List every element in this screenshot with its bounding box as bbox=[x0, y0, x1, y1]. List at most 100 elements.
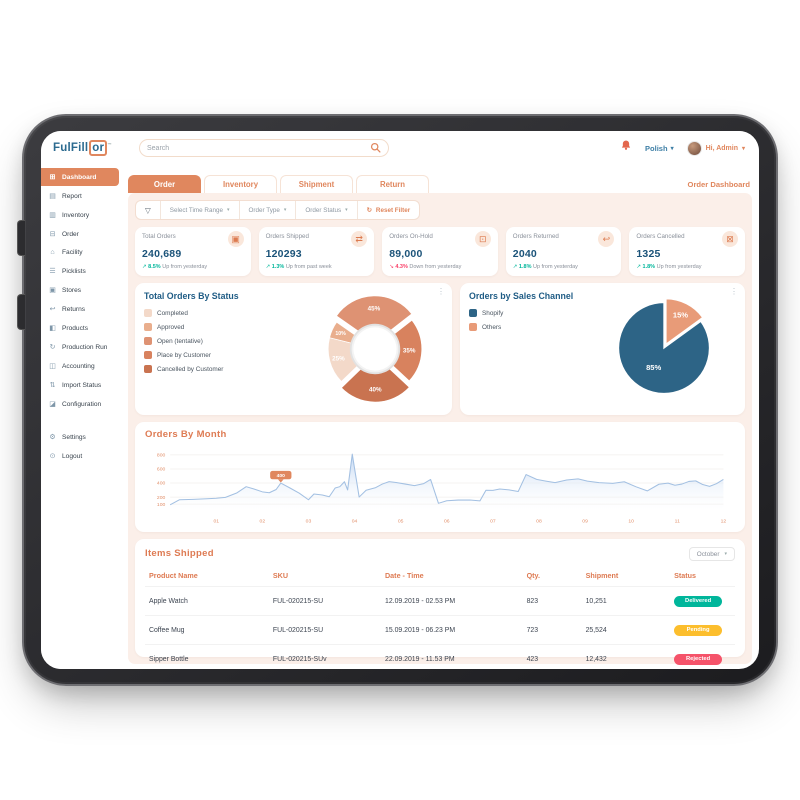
sidebar-item-settings[interactable]: ⚙ Settings bbox=[41, 428, 121, 446]
configuration-icon: ◪ bbox=[49, 401, 56, 408]
sidebar-item-label: Configuration bbox=[62, 400, 102, 408]
profile-menu[interactable]: Hi, Admin ▾ bbox=[686, 140, 745, 156]
reset-filter-button[interactable]: ↻ Reset Filter bbox=[356, 201, 420, 219]
sidebar-item-facility[interactable]: ⌂ Facility bbox=[41, 244, 121, 261]
svg-text:02: 02 bbox=[260, 518, 266, 524]
production-run-icon: ↻ bbox=[49, 344, 56, 351]
time-range-select[interactable]: Select Time Range ▾ bbox=[159, 201, 239, 219]
stat-value: 240,689 bbox=[142, 248, 182, 260]
legend-swatch bbox=[469, 309, 478, 317]
svg-text:11: 11 bbox=[675, 518, 680, 524]
svg-text:35%: 35% bbox=[403, 347, 416, 354]
order-status-label: Order Status bbox=[305, 206, 342, 214]
orders-by-month-title: Orders By Month bbox=[145, 429, 227, 440]
sidebar-item-dashboard[interactable]: ⊞ Dashboard bbox=[41, 168, 119, 186]
legend-item-completed: Completed bbox=[144, 309, 443, 317]
sidebar-item-products[interactable]: ◧ Products bbox=[41, 319, 121, 337]
sidebar-item-accounting[interactable]: ◫ Accounting bbox=[41, 357, 121, 375]
order-status-select[interactable]: Order Status ▾ bbox=[295, 201, 356, 219]
tab-order[interactable]: Order bbox=[128, 174, 201, 193]
legend-item-approved: Approved bbox=[144, 323, 443, 331]
stat-label: Orders Returned bbox=[512, 233, 559, 240]
stat-trend: ↗ 1.8% Up from yesterday bbox=[636, 264, 738, 270]
legend-swatch bbox=[144, 351, 152, 359]
status-cell: Pending bbox=[670, 615, 735, 645]
sidebar-item-inventory[interactable]: ▥ Inventory bbox=[41, 206, 121, 224]
sidebar-item-returns[interactable]: ↩ Returns bbox=[41, 300, 121, 318]
table-row-sipper-bottle: Sipper Bottle FUL-020215-SUv 22.09.2019 - … bbox=[145, 644, 735, 669]
stat-card-orders-on-hold: Orders On-Hold ⊡ 89,000 ↘ 4.3% Down from ye… bbox=[382, 227, 498, 276]
orders-by-status-card: ⋮ Total Orders By Status Completed Approv… bbox=[135, 283, 453, 415]
svg-text:600: 600 bbox=[157, 467, 166, 473]
svg-text:400: 400 bbox=[157, 481, 166, 487]
month-filter-select[interactable]: October ▾ bbox=[688, 547, 735, 561]
sidebar-item-label: Dashboard bbox=[62, 173, 97, 181]
sidebar-item-logout[interactable]: ⊙ Logout bbox=[41, 447, 121, 465]
sidebar-item-picklists[interactable]: ☰ Picklists bbox=[41, 262, 121, 280]
orders-by-status-legend: Completed Approved Open (tentative) Place b… bbox=[144, 309, 443, 373]
column-header-sku: SKU bbox=[272, 571, 289, 580]
chevron-down-icon: ▾ bbox=[741, 145, 745, 152]
svg-text:200: 200 bbox=[157, 495, 166, 501]
orders-returned-icon: ↩ bbox=[598, 231, 615, 247]
items-shipped-header: Items Shipped October ▾ bbox=[145, 547, 735, 561]
logo-trademark: ™ bbox=[107, 142, 112, 147]
sidebar-item-configuration[interactable]: ◪ Configuration bbox=[41, 395, 121, 413]
svg-text:45%: 45% bbox=[368, 305, 381, 312]
chevron-down-icon: ▾ bbox=[345, 207, 348, 213]
sidebar-item-stores[interactable]: ▣ Stores bbox=[41, 281, 121, 299]
tablet-frame: FulFill or ™ Search Polish ▾ bbox=[17, 114, 778, 686]
sidebar-item-order[interactable]: ⊟ Order bbox=[41, 225, 121, 243]
order-dashboard-link[interactable]: Order Dashboard bbox=[687, 180, 750, 189]
chevron-down-icon: ▾ bbox=[226, 207, 230, 213]
column-header-status: Status bbox=[674, 571, 697, 580]
table-row-coffee-mug: Coffee Mug FUL-020215-SU 15.09.2019 - 06.2… bbox=[145, 615, 735, 645]
trend-change: 1.3% bbox=[271, 264, 286, 270]
column-header-shipment: Shipment bbox=[585, 571, 619, 580]
legend-swatch bbox=[144, 309, 152, 317]
status-badge-rejected: Rejected bbox=[674, 653, 723, 665]
kebab-menu-icon[interactable]: ⋮ bbox=[437, 287, 446, 296]
search-input[interactable]: Search bbox=[139, 139, 389, 157]
sidebar-item-report[interactable]: ▤ Report bbox=[41, 187, 121, 205]
logo-text-boxed: or bbox=[89, 140, 108, 156]
stores-icon: ▣ bbox=[49, 287, 56, 294]
language-label: Polish bbox=[645, 143, 668, 153]
items-shipped-card: Items Shipped October ▾ Product Name SKU D… bbox=[135, 539, 745, 669]
shipment-cell: 25,524 bbox=[581, 615, 671, 645]
items-shipped-title: Items Shipped bbox=[145, 547, 214, 559]
stat-card-total-orders: Total Orders ▣ 240,689 ↗ 8.5% Up from yeste… bbox=[135, 227, 251, 276]
tab-inventory[interactable]: Inventory bbox=[204, 174, 277, 193]
order-type-select[interactable]: Order Type ▾ bbox=[238, 201, 296, 219]
stat-label: Orders On-Hold bbox=[389, 233, 433, 240]
sidebar-item-import-status[interactable]: ⇅ Import Status bbox=[41, 376, 121, 394]
stat-trend: ↗ 1.8% Up from yesterday bbox=[513, 264, 615, 270]
trend-note: Up from past week bbox=[285, 264, 332, 270]
svg-text:03: 03 bbox=[306, 518, 312, 524]
svg-text:07: 07 bbox=[490, 518, 496, 524]
greeting-label: Hi, Admin bbox=[705, 144, 738, 152]
sidebar-item-production-run[interactable]: ↻ Production Run bbox=[41, 338, 121, 356]
notification-bell-icon[interactable] bbox=[620, 139, 632, 157]
shipment-cell: 12,432 bbox=[581, 644, 671, 669]
products-icon: ◧ bbox=[49, 325, 56, 332]
sidebar-item-label: Order bbox=[62, 230, 79, 238]
accounting-icon: ◫ bbox=[49, 363, 56, 370]
sidebar-item-label: Returns bbox=[62, 305, 86, 313]
sidebar-item-label: Stores bbox=[62, 286, 82, 294]
trend-change: 8.5% bbox=[148, 264, 163, 270]
stat-card-top: Total Orders ▣ bbox=[142, 231, 244, 247]
stat-value: 2040 bbox=[512, 248, 537, 260]
sidebar-item-label: Import Status bbox=[62, 381, 102, 389]
tab-shipment[interactable]: Shipment bbox=[280, 174, 353, 193]
tab-return[interactable]: Return bbox=[356, 174, 429, 193]
sku-cell: FUL-020215-SU bbox=[268, 615, 381, 645]
language-dropdown[interactable]: Polish ▾ bbox=[645, 144, 674, 153]
orders-by-status-title: Total Orders By Status bbox=[144, 291, 239, 301]
search-icon[interactable] bbox=[370, 142, 381, 155]
kebab-menu-icon[interactable]: ⋮ bbox=[730, 287, 738, 296]
sidebar-item-label: Production Run bbox=[62, 343, 108, 351]
legend-swatch bbox=[469, 323, 478, 331]
picklists-icon: ☰ bbox=[49, 268, 56, 275]
